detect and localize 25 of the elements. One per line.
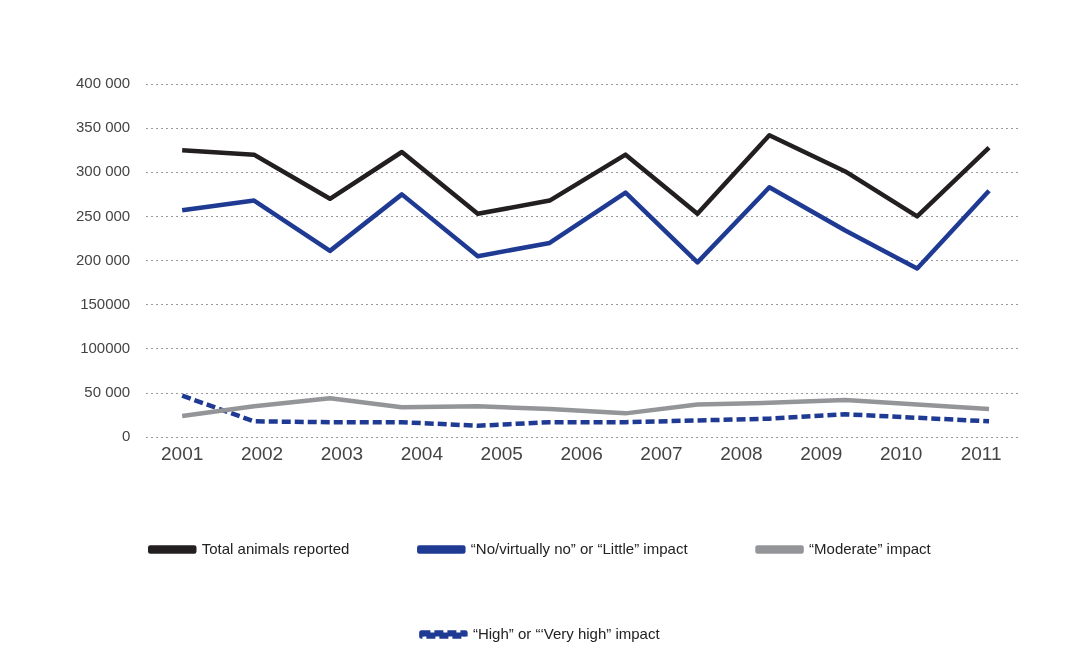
legend-label: “High” or “‘Very high” impact bbox=[472, 624, 661, 642]
x-tick-label: 2001 bbox=[161, 442, 204, 464]
x-tick-label: 2007 bbox=[640, 442, 683, 464]
y-tick-label: 350 000 bbox=[75, 118, 131, 136]
y-tick-label: 0 bbox=[121, 427, 131, 445]
y-tick-label: 100000 bbox=[80, 339, 131, 357]
y-tick-label: 250 000 bbox=[75, 206, 131, 224]
x-tick-label: 2011 bbox=[960, 442, 1002, 464]
y-tick-label: 400 000 bbox=[75, 74, 131, 92]
x-tick-label: 2009 bbox=[800, 442, 843, 464]
x-tick-label: 2003 bbox=[320, 442, 364, 464]
x-tick-label: 2006 bbox=[560, 442, 603, 464]
x-tick-label: 2005 bbox=[480, 442, 523, 464]
x-tick-label: 2008 bbox=[720, 442, 763, 464]
legend-label: “Moderate” impact bbox=[809, 539, 932, 557]
legend-label: “No/virtually no” or “Little” impact bbox=[470, 539, 689, 557]
x-tick-label: 2002 bbox=[240, 442, 284, 464]
x-tick-label: 2004 bbox=[400, 442, 444, 464]
y-tick-label: 200 000 bbox=[75, 250, 131, 268]
x-tick-label: 2010 bbox=[880, 442, 923, 464]
y-tick-label: 150000 bbox=[80, 294, 131, 312]
y-tick-label: 50 000 bbox=[84, 383, 131, 401]
y-tick-label: 300 000 bbox=[75, 162, 131, 180]
line-series bbox=[179, 393, 992, 428]
legend-label: Total animals reported bbox=[201, 539, 350, 557]
